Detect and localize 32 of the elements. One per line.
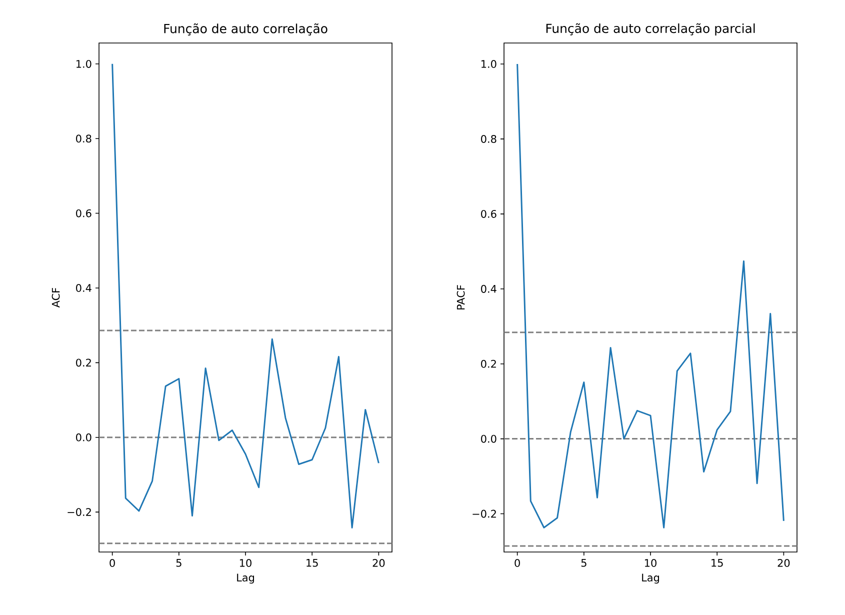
line-series bbox=[516, 63, 784, 528]
chart-title: Função de auto correlação parcial bbox=[546, 23, 755, 36]
y-tick-label: 0.6 bbox=[76, 209, 92, 218]
x-axis-title: Lag bbox=[237, 574, 254, 584]
x-axis-title: Lag bbox=[642, 574, 659, 584]
x-tick-label: 0 bbox=[110, 559, 115, 567]
y-tick-label: 1.0 bbox=[76, 60, 92, 68]
x-tick-label: 10 bbox=[240, 559, 252, 567]
y-tick-label: 0.0 bbox=[76, 433, 92, 442]
y-tick-label: 0.6 bbox=[481, 210, 496, 218]
y-tick-label: −0.2 bbox=[472, 510, 496, 518]
y-axis-title: PACF bbox=[456, 285, 465, 310]
line-series bbox=[112, 63, 380, 528]
x-tick-label: 10 bbox=[644, 559, 656, 567]
chart-title: Função de auto correlação bbox=[164, 23, 328, 36]
x-tick-label: 20 bbox=[372, 559, 385, 567]
y-tick-label: 0.0 bbox=[481, 434, 496, 443]
y-tick-label: 0.2 bbox=[76, 358, 91, 367]
y-tick-label: 0.8 bbox=[481, 134, 496, 143]
x-tick-label: 15 bbox=[306, 559, 318, 567]
x-tick-label: 15 bbox=[712, 559, 723, 567]
y-tick-label: 0.8 bbox=[76, 134, 92, 143]
x-tick-label: 5 bbox=[176, 559, 182, 567]
x-tick-label: 5 bbox=[581, 559, 586, 567]
y-tick-label: 1.0 bbox=[481, 60, 496, 68]
x-tick-label: 20 bbox=[778, 559, 790, 567]
y-tick-label: 0.4 bbox=[76, 284, 92, 292]
y-tick-label: −0.2 bbox=[68, 508, 91, 516]
x-tick-label: 0 bbox=[514, 559, 520, 567]
y-axis-title: ACF bbox=[52, 288, 60, 308]
y-tick-label: 0.4 bbox=[481, 284, 496, 293]
y-tick-label: 0.2 bbox=[481, 360, 496, 368]
